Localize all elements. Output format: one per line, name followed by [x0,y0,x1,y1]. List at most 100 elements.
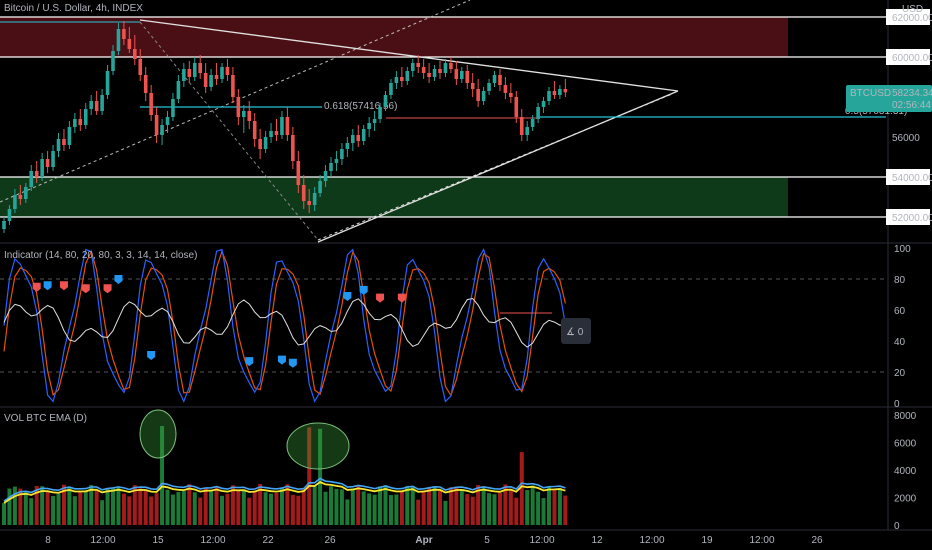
volume-bar [83,490,88,525]
volume-bar [394,494,399,525]
osc-signal-marker [245,357,254,367]
osc-d-line [3,249,566,397]
volume-bar [312,486,317,525]
volume-bar [236,490,241,525]
osc-signal-marker [376,293,385,303]
descending-trendline [139,19,679,92]
volume-bar [285,484,290,525]
volume-bar [241,489,246,525]
volume-bar [383,485,388,525]
time-axis-label: 15 [152,535,164,546]
volume-bar [301,489,306,525]
candle-body [122,29,126,39]
candle-body [138,59,143,75]
volume-bar [214,486,219,525]
volume-bar [525,490,530,525]
candle-body [242,111,246,117]
osc-signal-marker [43,281,52,291]
candle-body [116,29,121,51]
volume-bar [170,494,175,525]
candle-body [269,131,273,137]
candle-body [280,117,284,135]
volume-bar [503,484,508,525]
volume-bar [149,496,154,525]
volume-bar [165,489,170,525]
candle-body [73,119,77,127]
candle-body [111,51,115,71]
candle-body [13,195,17,209]
osc-signal-marker [59,281,68,291]
osc-toolbar[interactable] [561,318,591,344]
candle-body [503,85,508,93]
candle-body [231,75,235,97]
volume-bar [100,500,105,525]
currency-label: USD [902,4,924,15]
chart-title: Bitcoin / U.S. Dollar, 4h, INDEX [4,3,143,14]
price-axis-label: 62000.00 [892,13,932,24]
volume-bar [432,486,437,525]
candle-body [182,69,186,81]
volume-bar [296,495,301,525]
candle-body [312,193,317,205]
candle-body [160,125,164,135]
time-axis-label: Apr [415,535,432,546]
candle-body [45,159,50,167]
candle-body [258,139,262,149]
volume-axis-label: 4000 [894,466,917,477]
osc-signal-marker [147,350,156,360]
candle-body [514,97,519,117]
volume-bar [323,491,328,525]
candle-body [24,187,28,199]
candle-body [62,139,66,145]
volume-bar [557,487,562,525]
price-tag-countdown: 02:56:44 [892,100,931,111]
volume-bar [318,428,323,525]
candle-body [460,71,464,79]
candle-body [334,159,339,163]
volume-bar [45,491,50,525]
volume-bar [89,485,94,525]
candle-body [247,111,252,121]
volume-bar [154,493,159,525]
candle-body [345,143,350,149]
candle-body [410,63,415,71]
candle-body [83,109,88,125]
volume-bar [388,495,393,525]
candle-body [427,73,431,77]
volume-bar [487,493,492,525]
volume-bar [225,493,230,525]
fib-diagonal [139,21,319,241]
candle-body [372,119,377,123]
volume-bar [421,490,426,525]
ascending-trendline-dashed [317,93,673,241]
volume-bar [138,488,143,525]
osc-axis-label: 80 [894,275,906,286]
volume-bar [416,499,421,525]
candle-body [214,75,219,79]
volume-bar [345,499,350,525]
volume-bar [34,485,39,525]
volume-bar [470,496,475,525]
candle-body [2,221,6,229]
osc-axis-label: 100 [894,244,911,255]
candle-body [361,129,366,141]
candle-body [67,127,72,145]
candle-body [56,139,61,151]
time-axis-label: 12:00 [90,535,115,546]
osc-axis-label: 0 [894,399,900,410]
volume-ema-blue [3,477,566,502]
candle-body [133,49,137,59]
volume-bar [356,484,361,525]
osc-signal-marker [359,285,368,295]
volume-bar [72,496,77,525]
volume-bar [209,490,214,525]
volume-bar [181,491,186,525]
candle-body [541,101,546,107]
candle-body [470,83,475,89]
time-axis-label: 12:00 [639,535,664,546]
candle-body [563,89,568,93]
price-axis-label: 56000 [892,133,920,144]
volume-bar [40,486,45,525]
price-axis-label: 52000.00 [892,213,932,224]
